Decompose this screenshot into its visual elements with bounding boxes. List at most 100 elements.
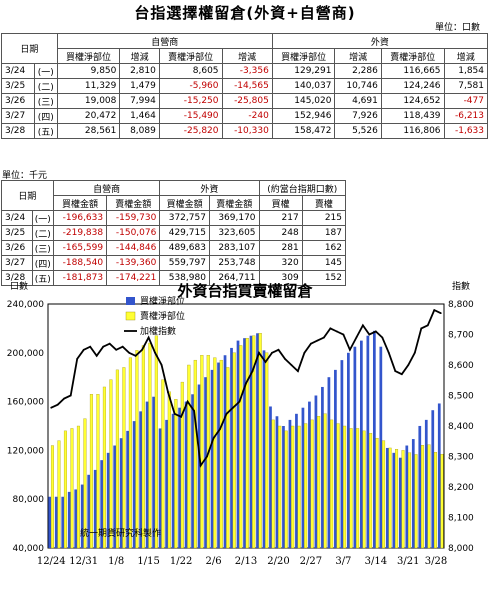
index-point: [329, 327, 332, 330]
table-cell: 372,757: [159, 210, 210, 226]
table-row: 3/24 (一) -196,633 -159,730 372,757 369,170 217…: [1, 210, 347, 226]
put-position-bar: [76, 425, 80, 549]
put-position-bar: [245, 338, 249, 549]
put-position-bar: [375, 438, 379, 549]
put-position-bar: [369, 433, 373, 549]
left-axis-label: 口數: [10, 280, 28, 292]
put-position-bar: [408, 452, 412, 549]
table-row: 3/25 (二) -219,838 -150,076 429,715 323,605 248…: [1, 225, 347, 241]
call-position-bar: [385, 447, 389, 548]
put-position-bar: [310, 419, 314, 549]
row-weekday: (二): [31, 225, 54, 241]
y2-tick-label: 8,500: [448, 392, 474, 402]
call-position-bar: [217, 362, 220, 548]
call-position-bar: [178, 407, 181, 548]
table-cell: -15,250: [158, 93, 223, 109]
put-position-bar: [135, 350, 139, 549]
column-header: 增減: [119, 48, 160, 64]
table-cell: 152: [301, 270, 347, 286]
table-cell: -14,565: [221, 78, 273, 94]
table-cell: 19,008: [56, 93, 121, 109]
y-tick-label: 200,000: [7, 349, 44, 359]
right-axis-label: 指數: [452, 280, 470, 292]
put-position-bar: [161, 379, 165, 549]
call-position-bar: [282, 426, 285, 548]
table-cell: -144,846: [106, 240, 161, 256]
index-point: [134, 354, 137, 357]
table-cell: 248: [258, 225, 303, 241]
y2-tick-label: 8,400: [448, 422, 474, 432]
call-position-bar: [61, 496, 65, 548]
table-cell: -150,076: [106, 225, 161, 241]
call-position-bar: [262, 350, 266, 548]
put-position-bar: [356, 428, 360, 549]
table-cell: 264,711: [208, 270, 260, 286]
put-position-bar: [291, 425, 295, 549]
row-weekday: (一): [33, 63, 58, 79]
call-position-bar: [87, 474, 91, 548]
call-position-bar: [321, 386, 324, 548]
put-position-bar: [395, 449, 399, 549]
index-point: [219, 428, 221, 430]
column-header: 賣權金額: [208, 195, 260, 211]
column-header: 增減: [334, 48, 382, 64]
call-position-bar: [308, 401, 311, 548]
call-position-bar: [106, 452, 110, 548]
table-cell: 1,854: [443, 63, 489, 79]
index-point: [63, 397, 66, 400]
y-tick-label: 160,000: [7, 398, 44, 408]
table-cell: 429,715: [159, 225, 210, 241]
call-position-bar: [347, 352, 350, 548]
row-date: 3/26: [1, 240, 33, 256]
column-header: 買權: [258, 195, 303, 211]
table-cell: -174,221: [106, 270, 161, 286]
index-point: [141, 348, 144, 351]
table-cell: -5,960: [158, 78, 223, 94]
put-position-bar: [317, 416, 321, 549]
index-point: [303, 351, 306, 354]
table-cell: 538,980: [159, 270, 210, 286]
table-cell: 8,089: [119, 123, 160, 139]
table-row: 3/28 (五) -181,873 -174,221 538,980 264,711 309…: [1, 270, 347, 286]
row-date: 3/28: [1, 123, 35, 139]
put-position-bar: [330, 419, 334, 549]
index-point: [368, 333, 371, 336]
index-point: [82, 348, 85, 351]
index-point: [89, 345, 92, 348]
call-position-bar: [256, 333, 259, 548]
index-point: [407, 364, 410, 366]
y2-tick-label: 8,100: [448, 514, 474, 524]
call-position-bar: [126, 430, 130, 548]
put-position-bar: [427, 444, 431, 549]
put-position-bar: [252, 335, 256, 549]
call-position-bar: [210, 369, 214, 548]
call-position-bar: [80, 484, 84, 548]
put-position-bar: [278, 425, 282, 549]
index-point: [160, 364, 163, 366]
y2-tick-label: 8,600: [448, 361, 474, 371]
put-position-bar: [174, 399, 178, 549]
column-header: 買權淨部位: [271, 48, 336, 64]
row-date: 3/25: [1, 78, 35, 94]
index-point: [400, 373, 403, 376]
call-position-bar: [398, 457, 402, 548]
call-position-bar: [74, 489, 78, 548]
table-cell: 2,286: [334, 63, 382, 79]
index-point: [108, 342, 111, 345]
index-point: [225, 412, 228, 415]
index-point: [297, 370, 299, 372]
table-row: 3/25 (二) 11,329 1,479 -5,960 -14,565 140,037 10…: [1, 78, 489, 94]
table-row: 3/24 (一) 9,850 2,810 8,605 -3,356 129,291 2,286…: [1, 63, 489, 79]
table-cell: 215: [301, 210, 347, 226]
call-position-bar: [197, 384, 201, 548]
column-header: 增減: [443, 48, 489, 64]
index-point: [374, 330, 377, 333]
put-position-bar: [388, 447, 392, 549]
index-point: [277, 348, 280, 351]
index-point: [258, 351, 260, 354]
call-position-bar: [67, 491, 71, 548]
x-tick-label: 1/8: [108, 556, 124, 567]
table-cell: 152,946: [271, 108, 336, 124]
table-cell: -6,213: [443, 108, 489, 124]
put-position-bar: [232, 352, 236, 549]
